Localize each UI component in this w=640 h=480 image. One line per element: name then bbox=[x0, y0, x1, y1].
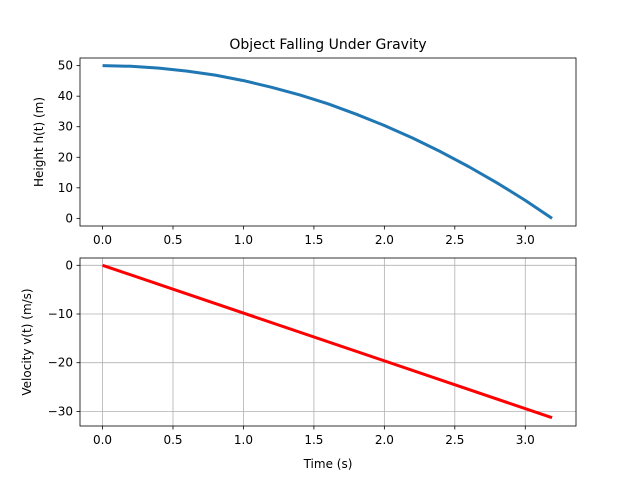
velocity-y-tick-label: −30 bbox=[48, 404, 73, 418]
height-y-tick-label: 40 bbox=[58, 89, 73, 103]
height-x-tick-label: 2.0 bbox=[375, 233, 394, 247]
velocity-x-tick-label: 1.5 bbox=[304, 433, 323, 447]
velocity-axes-frame bbox=[79, 257, 577, 427]
velocity-y-ticks: 0 −10 −20 −30 bbox=[48, 258, 80, 418]
velocity-x-tick-label: 2.0 bbox=[375, 433, 394, 447]
height-x-tick-label: 1.0 bbox=[234, 233, 253, 247]
height-x-ticks: 0.0 0.5 1.0 1.5 2.0 2.5 3.0 bbox=[93, 226, 535, 247]
height-x-tick-label: 2.5 bbox=[445, 233, 464, 247]
height-y-ticks: 0 10 20 30 40 50 bbox=[58, 59, 80, 225]
height-x-tick-label: 0.0 bbox=[93, 233, 112, 247]
height-y-tick-label: 0 bbox=[65, 211, 73, 225]
velocity-x-axis-label: Time (s) bbox=[303, 457, 353, 471]
height-subplot: Object Falling Under Gravity 0.0 0.5 1.0 1.… bbox=[32, 37, 577, 247]
height-y-tick-label: 20 bbox=[58, 150, 73, 164]
velocity-series-group bbox=[102, 263, 553, 420]
velocity-x-tick-label: 1.0 bbox=[234, 433, 253, 447]
velocity-x-tick-label: 0.5 bbox=[163, 433, 182, 447]
height-y-tick-label: 30 bbox=[58, 120, 73, 134]
height-y-tick-label: 50 bbox=[58, 59, 73, 73]
height-series-group bbox=[102, 64, 553, 220]
height-x-tick-label: 1.5 bbox=[304, 233, 323, 247]
velocity-y-axis-label: Velocity v(t) (m/s) bbox=[20, 288, 34, 395]
velocity-y-tick-label: 0 bbox=[65, 258, 73, 272]
height-axes-frame bbox=[79, 57, 577, 227]
velocity-y-tick-label: −10 bbox=[48, 307, 73, 321]
height-x-tick-label: 3.0 bbox=[516, 233, 535, 247]
height-y-tick-label: 10 bbox=[58, 181, 73, 195]
velocity-x-ticks: 0.0 0.5 1.0 1.5 2.0 2.5 3.0 bbox=[93, 426, 535, 447]
velocity-x-tick-label: 0.0 bbox=[93, 433, 112, 447]
chart-title: Object Falling Under Gravity bbox=[229, 37, 426, 53]
velocity-subplot: 0.0 0.5 1.0 1.5 2.0 2.5 3.0 0 −10 −20 −30 Time (s… bbox=[20, 257, 577, 471]
velocity-series-line bbox=[102, 263, 553, 420]
velocity-grid bbox=[80, 258, 576, 426]
velocity-y-tick-label: −20 bbox=[48, 356, 73, 370]
velocity-x-tick-label: 3.0 bbox=[516, 433, 535, 447]
height-y-axis-label: Height h(t) (m) bbox=[32, 97, 46, 187]
height-series-line bbox=[102, 64, 553, 220]
velocity-x-tick-label: 2.5 bbox=[445, 433, 464, 447]
height-x-tick-label: 0.5 bbox=[163, 233, 182, 247]
